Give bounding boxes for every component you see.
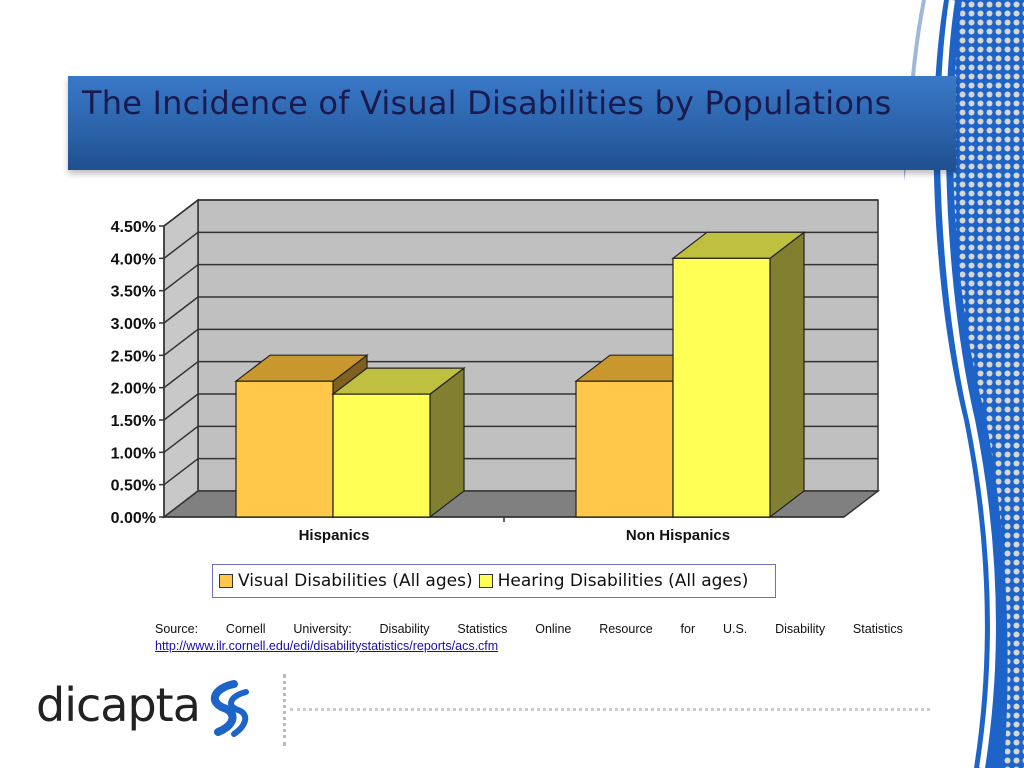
y-tick-label: 1.50% [111, 413, 156, 430]
legend-item-visual: Visual Disabilities (All ages) [219, 571, 473, 591]
decorative-side-graphic [904, 0, 1024, 768]
source-word: Cornell [225, 622, 266, 636]
gridline-side [163, 425, 199, 453]
title-bar: The Incidence of Visual Disabilities by … [68, 76, 956, 170]
page-title: The Incidence of Visual Disabilities by … [82, 84, 892, 122]
y-tick-label: 3.50% [111, 284, 156, 301]
gridline-side [163, 361, 199, 389]
chart-side-wall [163, 198, 199, 519]
legend-item-hearing: Hearing Disabilities (All ages) [478, 571, 749, 591]
source-citation: Source: Cornell University: Disability Stati… [155, 621, 903, 655]
gridline-side [163, 231, 199, 259]
bar-0-1 [332, 393, 431, 518]
source-word: Statistics [852, 622, 903, 636]
legend-label-visual: Visual Disabilities (All ages) [238, 571, 473, 591]
y-tick-label: 4.00% [111, 251, 156, 268]
source-word: Resource [599, 622, 653, 636]
source-word: Source: [155, 622, 199, 636]
logo: dicapta [36, 678, 201, 732]
y-tick-label: 1.00% [111, 445, 156, 462]
source-word: Online [535, 622, 572, 636]
y-tick-label: 3.00% [111, 316, 156, 333]
gridline-side [163, 296, 199, 324]
source-word: for [680, 622, 696, 636]
bar-1-1 [672, 257, 771, 518]
source-text: Source: Cornell University: Disability Stati… [155, 621, 903, 638]
source-link[interactable]: http://www.ilr.cornell.edu/edi/disabilit… [155, 639, 499, 653]
source-word: Disability [379, 622, 430, 636]
gridline-side [163, 458, 199, 486]
source-word: Statistics [457, 622, 508, 636]
legend-label-hearing: Hearing Disabilities (All ages) [497, 571, 749, 591]
source-word: Disability [775, 622, 826, 636]
y-tick-label: 4.50% [111, 219, 156, 236]
legend-swatch-hearing [478, 574, 493, 588]
divider-horizontal [290, 708, 930, 711]
x-tick-label: Hispanics [299, 527, 370, 544]
x-tick-label: Non Hispanics [626, 527, 730, 544]
logo-swirl-icon [210, 680, 249, 737]
y-tick-label: 2.50% [111, 348, 156, 365]
bar-1-0 [575, 380, 674, 518]
y-tick-label: 0.00% [111, 510, 156, 527]
gridline-side [163, 264, 199, 292]
source-word: University: [293, 622, 352, 636]
y-tick-label: 2.00% [111, 381, 156, 398]
chart-legend: Visual Disabilities (All ages) Hearing D… [212, 564, 776, 598]
bar-0-0 [235, 380, 334, 518]
gridline-side [163, 393, 199, 421]
divider-vertical [283, 674, 286, 746]
legend-swatch-visual [219, 574, 233, 588]
y-tick-label: 0.50% [111, 478, 156, 495]
gridline-side [163, 328, 199, 356]
gridline-side [163, 199, 199, 227]
bar-side-1-1 [769, 231, 805, 519]
source-word: U.S. [722, 622, 748, 636]
